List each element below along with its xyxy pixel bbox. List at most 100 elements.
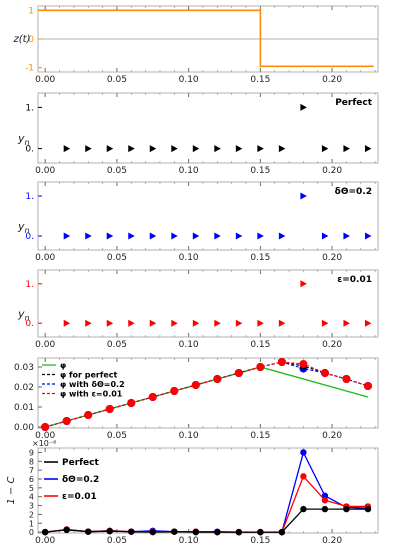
x-tick-label: 0.15 xyxy=(250,431,270,441)
yn-marker xyxy=(278,319,286,327)
y-axis-label: yn xyxy=(17,220,30,235)
x-tick-label: 0.10 xyxy=(179,253,199,263)
phi-eps-marker xyxy=(320,369,329,377)
x-tick-label: 0.00 xyxy=(35,536,55,546)
series-marker xyxy=(192,528,200,536)
y-tick-label: 0 xyxy=(29,528,34,537)
series-marker xyxy=(235,528,243,536)
series-marker xyxy=(321,505,329,513)
x-tick-label: 0.15 xyxy=(250,340,270,350)
x-tick-label: 0.00 xyxy=(35,340,55,350)
yn-marker xyxy=(300,192,307,200)
yn-marker xyxy=(192,319,200,327)
y-axis-label: z(t) xyxy=(13,34,31,45)
phi-eps-marker xyxy=(234,369,243,377)
legend-label: φ for perfect xyxy=(60,371,117,380)
phi-eps-marker xyxy=(363,382,372,390)
phi-eps-marker xyxy=(62,417,71,425)
series-line xyxy=(45,508,368,533)
plot-frame xyxy=(37,181,379,251)
x-tick-label: 0.05 xyxy=(107,340,127,350)
legend-label: φ xyxy=(60,361,66,370)
series-marker xyxy=(171,528,178,535)
x-tick-label: 0.05 xyxy=(107,536,127,546)
yn-marker xyxy=(300,280,307,288)
phi-eps-marker xyxy=(148,393,157,401)
yn-marker xyxy=(85,319,92,327)
phi-eps-marker xyxy=(256,363,265,371)
x-tick-label: 0.15 xyxy=(250,536,270,546)
x-tick-label: 0.05 xyxy=(107,253,127,263)
y-tick-label: 1. xyxy=(25,192,34,202)
plot-frame xyxy=(37,447,379,534)
series-marker xyxy=(300,449,307,456)
x-tick-label: 0.20 xyxy=(322,166,342,176)
series-marker xyxy=(278,528,286,536)
y-tick-label: 1 xyxy=(29,519,34,528)
y-tick-label: 0.02 xyxy=(14,383,34,393)
x-tick-label: 0.20 xyxy=(322,253,342,263)
x-tick-label: 0.15 xyxy=(250,253,270,263)
yn-marker xyxy=(278,145,286,153)
yn-marker xyxy=(214,319,221,327)
phi-eps-marker xyxy=(342,375,351,383)
x-tick-label: 0.00 xyxy=(35,75,55,85)
x-tick-label: 0.05 xyxy=(107,431,127,441)
yn-marker xyxy=(149,319,157,327)
legend: Perfect δΘ=0.2 ε=0.01 xyxy=(44,458,99,502)
legend-label: Perfect xyxy=(62,458,99,468)
phi-eps-marker xyxy=(84,411,93,419)
yn-marker xyxy=(278,232,286,240)
y-tick-label: 1. xyxy=(25,280,34,290)
phi-eps-marker xyxy=(213,375,222,383)
yn-marker xyxy=(192,145,200,153)
phi-eps-marker xyxy=(277,358,286,366)
yn-marker xyxy=(106,145,114,153)
x-tick-label: 0.15 xyxy=(250,75,270,85)
y-axis-label: yn xyxy=(17,132,30,147)
yn-marker xyxy=(63,145,71,153)
y-tick-label: 0. xyxy=(25,319,34,329)
yn-marker xyxy=(364,145,372,153)
series-marker xyxy=(214,528,221,536)
plot-frame xyxy=(37,92,379,164)
phi-eps-marker xyxy=(127,399,136,407)
phi-eps-line xyxy=(45,361,369,428)
yn-marker xyxy=(63,319,71,327)
series-marker xyxy=(300,473,307,480)
yn-marker xyxy=(257,319,264,327)
x-tick-label: 0.10 xyxy=(179,431,199,441)
series-marker xyxy=(300,505,307,513)
y-tick-label: 2 xyxy=(29,510,34,519)
x-tick-label: 0.00 xyxy=(35,166,55,176)
yn-marker xyxy=(128,319,135,327)
x-tick-label: 0.05 xyxy=(107,75,127,85)
yn-marker xyxy=(214,232,221,240)
panel-yn-1: 0.00 0.05 0.10 0.15 0.20 1. 0.yn Perfect xyxy=(17,92,379,176)
zt-line xyxy=(38,9,374,68)
panel-phi: 0.00 0.05 0.10 0.15 0.20 0.00 0.01 0.02 0.03 φφ f… xyxy=(14,357,379,441)
yn-marker xyxy=(343,145,350,153)
panel-annotation: ε=0.01 xyxy=(337,275,372,285)
x-tick-label: 0.10 xyxy=(179,536,199,546)
yn-marker xyxy=(149,232,157,240)
yn-marker xyxy=(106,319,114,327)
yn-marker xyxy=(63,232,71,240)
yn-marker xyxy=(300,103,307,111)
yn-marker xyxy=(171,145,178,153)
yn-marker xyxy=(214,145,221,153)
yn-marker xyxy=(171,319,178,327)
panel-yn-2: 0.00 0.05 0.10 0.15 0.20 1. 0.yn δΘ=0.2 xyxy=(17,181,379,263)
y-axis-label: 1 − C xyxy=(6,476,17,504)
series-marker xyxy=(343,505,350,513)
x-tick-label: 0.20 xyxy=(322,431,342,441)
yn-marker xyxy=(235,232,243,240)
x-tick-label: 0.00 xyxy=(35,253,55,263)
y-axis-label: yn xyxy=(17,308,30,323)
y-tick-label: 1. xyxy=(25,103,34,113)
panel-yn-3: 0.00 0.05 0.10 0.15 0.20 1. 0.yn ε=0.01 xyxy=(17,269,379,350)
yn-marker xyxy=(364,319,372,327)
y-tick-label: 1 xyxy=(28,6,34,16)
